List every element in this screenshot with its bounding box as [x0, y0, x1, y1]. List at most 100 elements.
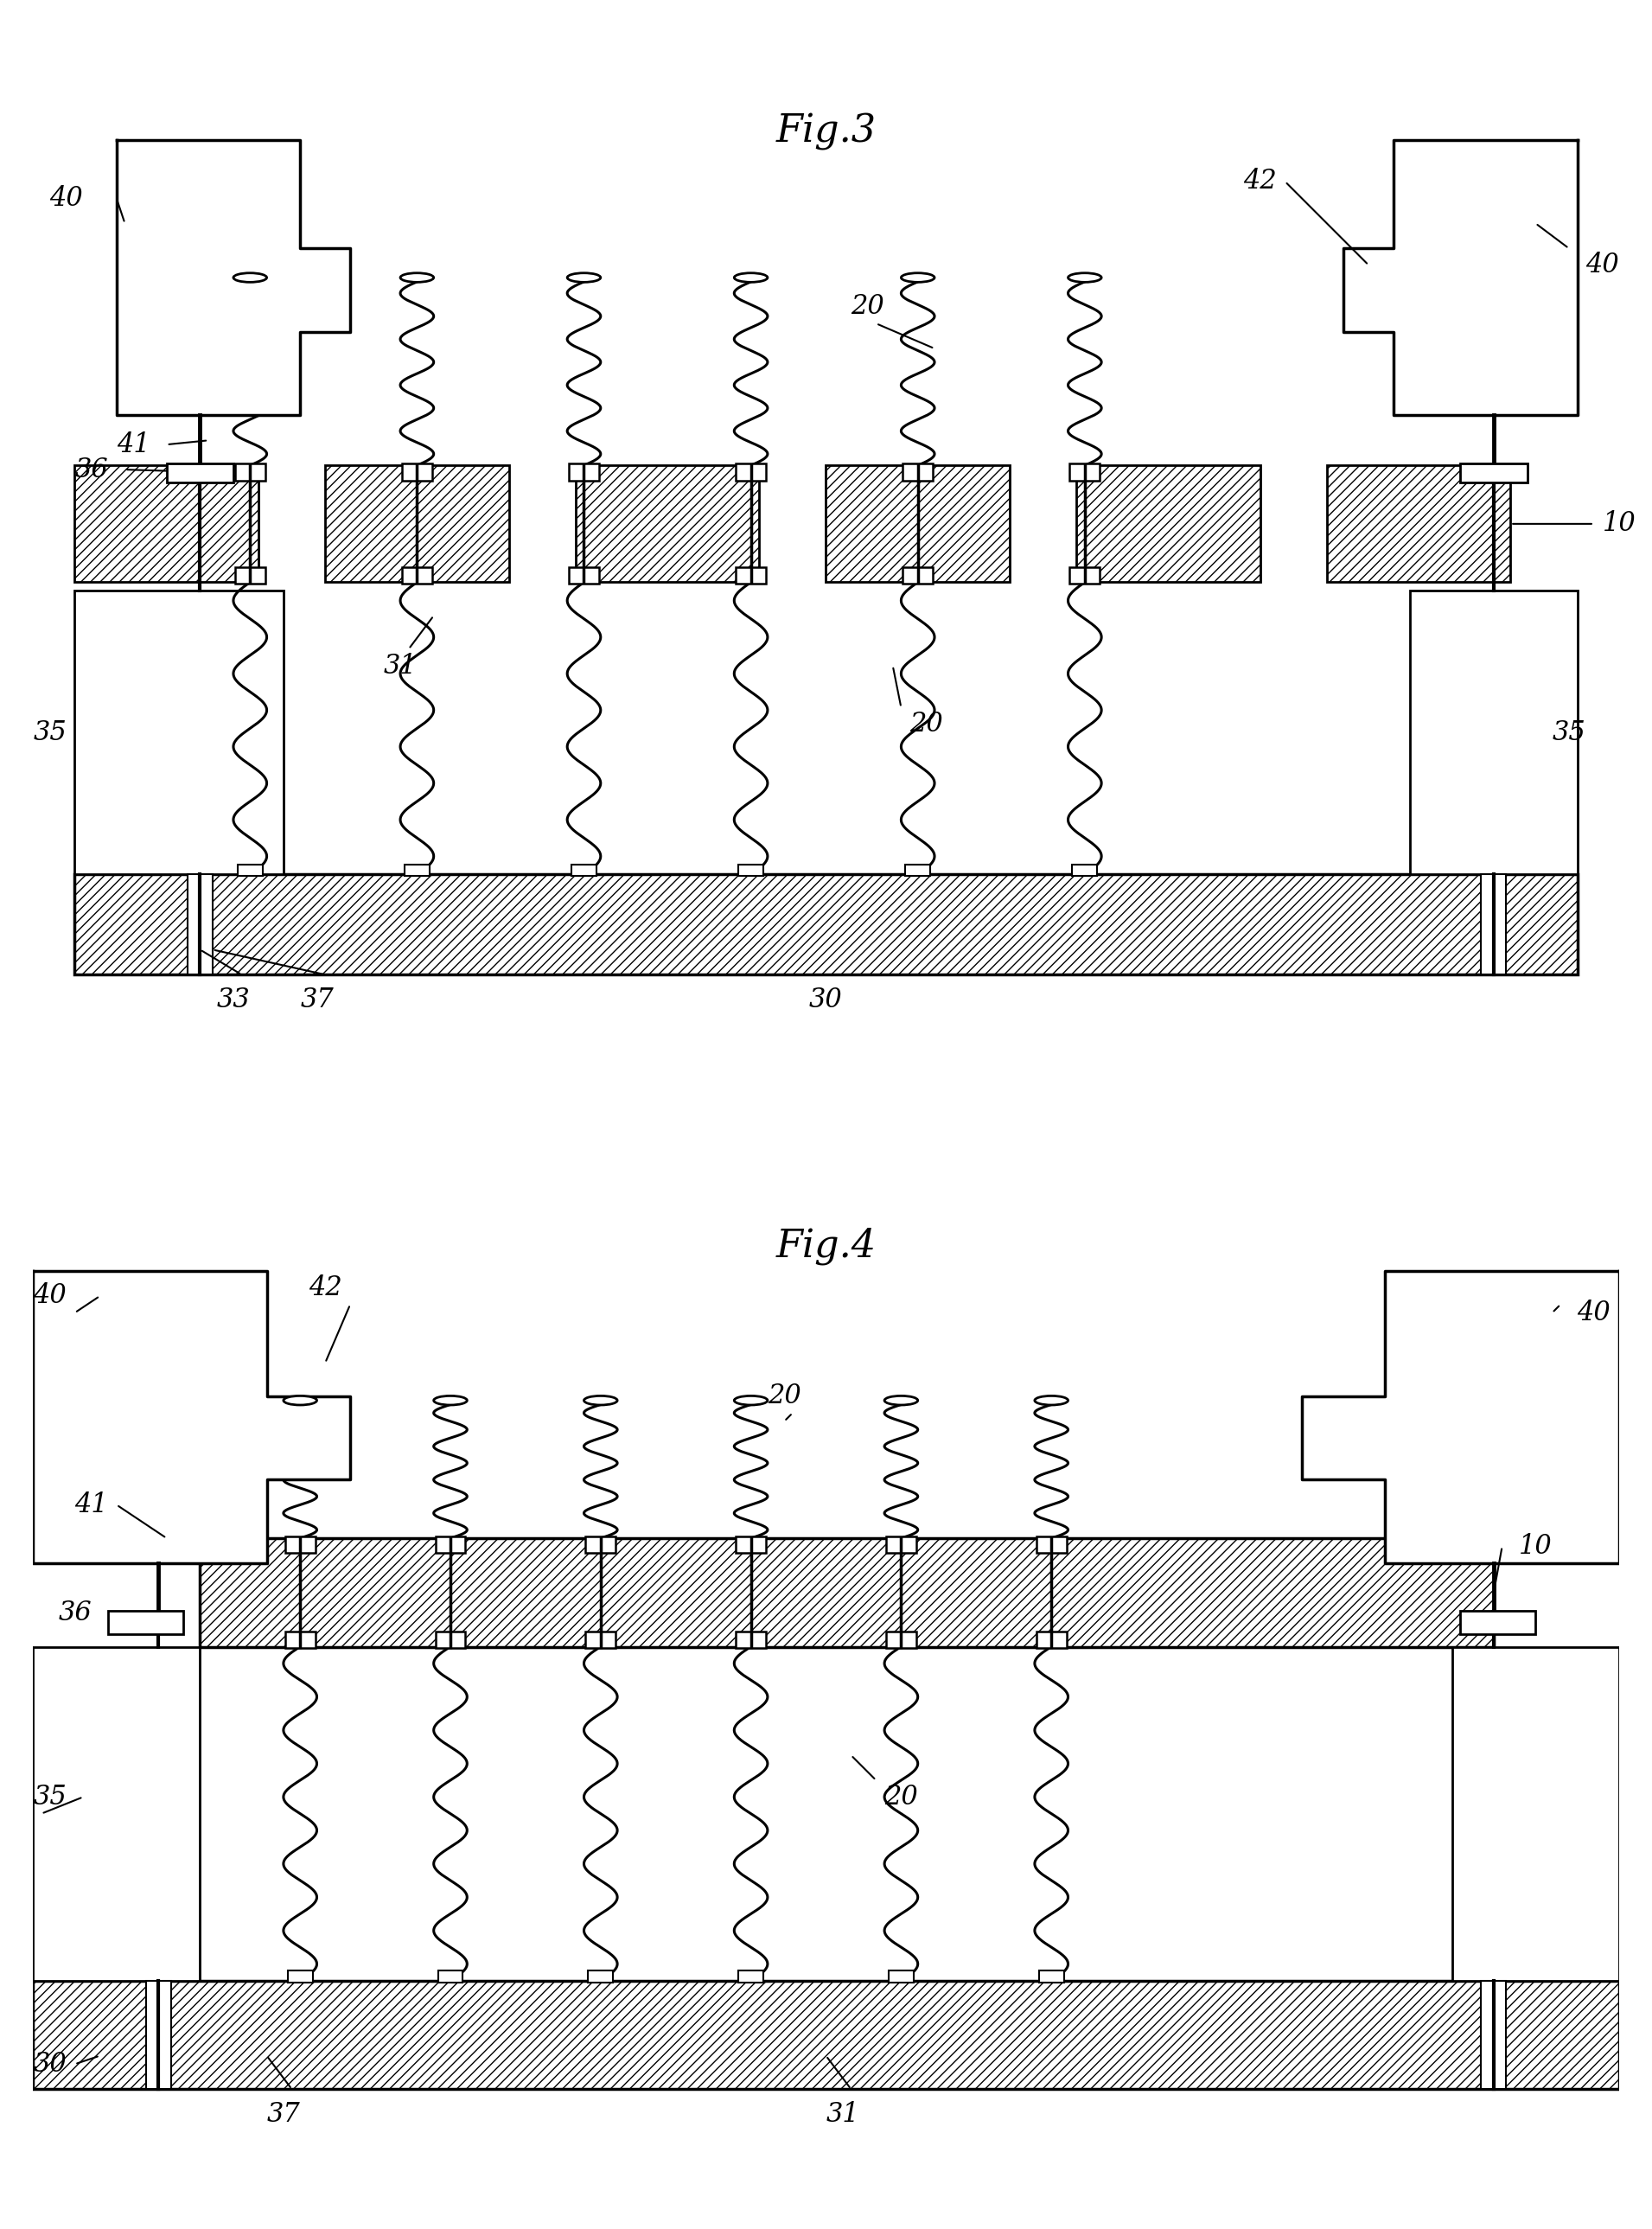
Text: 30: 30: [33, 2051, 66, 2077]
Ellipse shape: [884, 1395, 919, 1404]
Bar: [287, 1970, 312, 1982]
Bar: [1036, 1632, 1067, 1649]
Text: 36: 36: [58, 1600, 91, 1627]
Polygon shape: [33, 1271, 350, 1563]
Text: 35: 35: [1553, 720, 1586, 747]
Text: 36: 36: [74, 457, 109, 484]
Bar: [401, 464, 433, 481]
Text: 10: 10: [1518, 1534, 1553, 1560]
Bar: [187, 874, 213, 974]
Text: 20: 20: [851, 294, 884, 321]
Text: Fig.4: Fig.4: [776, 1228, 876, 1264]
Bar: [1036, 1536, 1067, 1554]
Ellipse shape: [567, 272, 601, 283]
Text: 31: 31: [383, 653, 416, 680]
Bar: [1460, 464, 1526, 481]
Bar: [1072, 865, 1097, 876]
Bar: [1077, 466, 1260, 582]
Bar: [885, 1536, 917, 1554]
Bar: [438, 1970, 463, 1982]
Text: 41: 41: [117, 430, 150, 457]
Text: 40: 40: [33, 1282, 66, 1308]
Text: 40: 40: [1578, 1300, 1611, 1326]
Bar: [286, 1632, 316, 1649]
Ellipse shape: [434, 1395, 468, 1404]
Bar: [1482, 1982, 1507, 2089]
Text: 37: 37: [266, 2100, 301, 2129]
Ellipse shape: [284, 1395, 317, 1404]
Bar: [436, 1632, 466, 1649]
Text: 30: 30: [809, 985, 843, 1014]
Bar: [889, 1970, 914, 1982]
Bar: [585, 1632, 616, 1649]
Text: 10: 10: [1602, 510, 1635, 537]
Bar: [568, 566, 600, 584]
Bar: [826, 466, 1009, 582]
Bar: [885, 1632, 917, 1649]
Bar: [738, 865, 763, 876]
Bar: [238, 865, 263, 876]
Text: 35: 35: [33, 1783, 66, 1810]
Bar: [1039, 1970, 1064, 1982]
Bar: [235, 566, 264, 584]
Bar: [74, 591, 284, 874]
Bar: [1327, 466, 1510, 582]
Bar: [902, 566, 933, 584]
Bar: [235, 464, 264, 481]
Text: 20: 20: [910, 711, 943, 738]
Polygon shape: [1343, 140, 1578, 415]
Text: 37: 37: [301, 985, 334, 1014]
Ellipse shape: [583, 1395, 618, 1404]
Bar: [401, 566, 433, 584]
Ellipse shape: [733, 1395, 768, 1404]
Bar: [905, 865, 930, 876]
Bar: [588, 1970, 613, 1982]
Text: 40: 40: [50, 185, 83, 212]
Bar: [74, 466, 258, 582]
Bar: [1411, 591, 1578, 874]
Text: 41: 41: [74, 1491, 109, 1518]
Polygon shape: [117, 140, 350, 415]
Ellipse shape: [400, 272, 434, 283]
Bar: [436, 1536, 466, 1554]
Ellipse shape: [1069, 272, 1102, 283]
Bar: [738, 1970, 763, 1982]
Bar: [1070, 464, 1100, 481]
Text: 42: 42: [1244, 167, 1277, 194]
Bar: [200, 1538, 1493, 1647]
Bar: [33, 1982, 1619, 2089]
Ellipse shape: [733, 272, 768, 283]
Bar: [902, 464, 933, 481]
Text: 42: 42: [309, 1275, 342, 1302]
Bar: [405, 865, 430, 876]
Bar: [74, 874, 1578, 974]
Text: 20: 20: [768, 1382, 801, 1409]
Text: 33: 33: [216, 985, 249, 1014]
Polygon shape: [1302, 1271, 1619, 1563]
Bar: [585, 1536, 616, 1554]
Bar: [735, 566, 767, 584]
Text: Fig.3: Fig.3: [776, 114, 876, 149]
Bar: [1460, 1612, 1535, 1634]
Bar: [735, 464, 767, 481]
Bar: [167, 464, 233, 481]
Bar: [1070, 566, 1100, 584]
Bar: [1452, 1647, 1619, 1982]
Ellipse shape: [1034, 1395, 1069, 1404]
Text: 40: 40: [1586, 252, 1619, 279]
Text: 31: 31: [826, 2100, 859, 2129]
Bar: [107, 1612, 183, 1634]
Bar: [735, 1536, 767, 1554]
Ellipse shape: [233, 272, 266, 283]
Text: 35: 35: [33, 720, 66, 747]
Ellipse shape: [900, 272, 935, 283]
Bar: [286, 1536, 316, 1554]
Bar: [735, 1632, 767, 1649]
Bar: [325, 466, 509, 582]
Bar: [575, 466, 760, 582]
Text: 20: 20: [884, 1783, 919, 1810]
Bar: [572, 865, 596, 876]
Bar: [33, 1647, 200, 1982]
Bar: [145, 1982, 170, 2089]
Bar: [1482, 874, 1507, 974]
